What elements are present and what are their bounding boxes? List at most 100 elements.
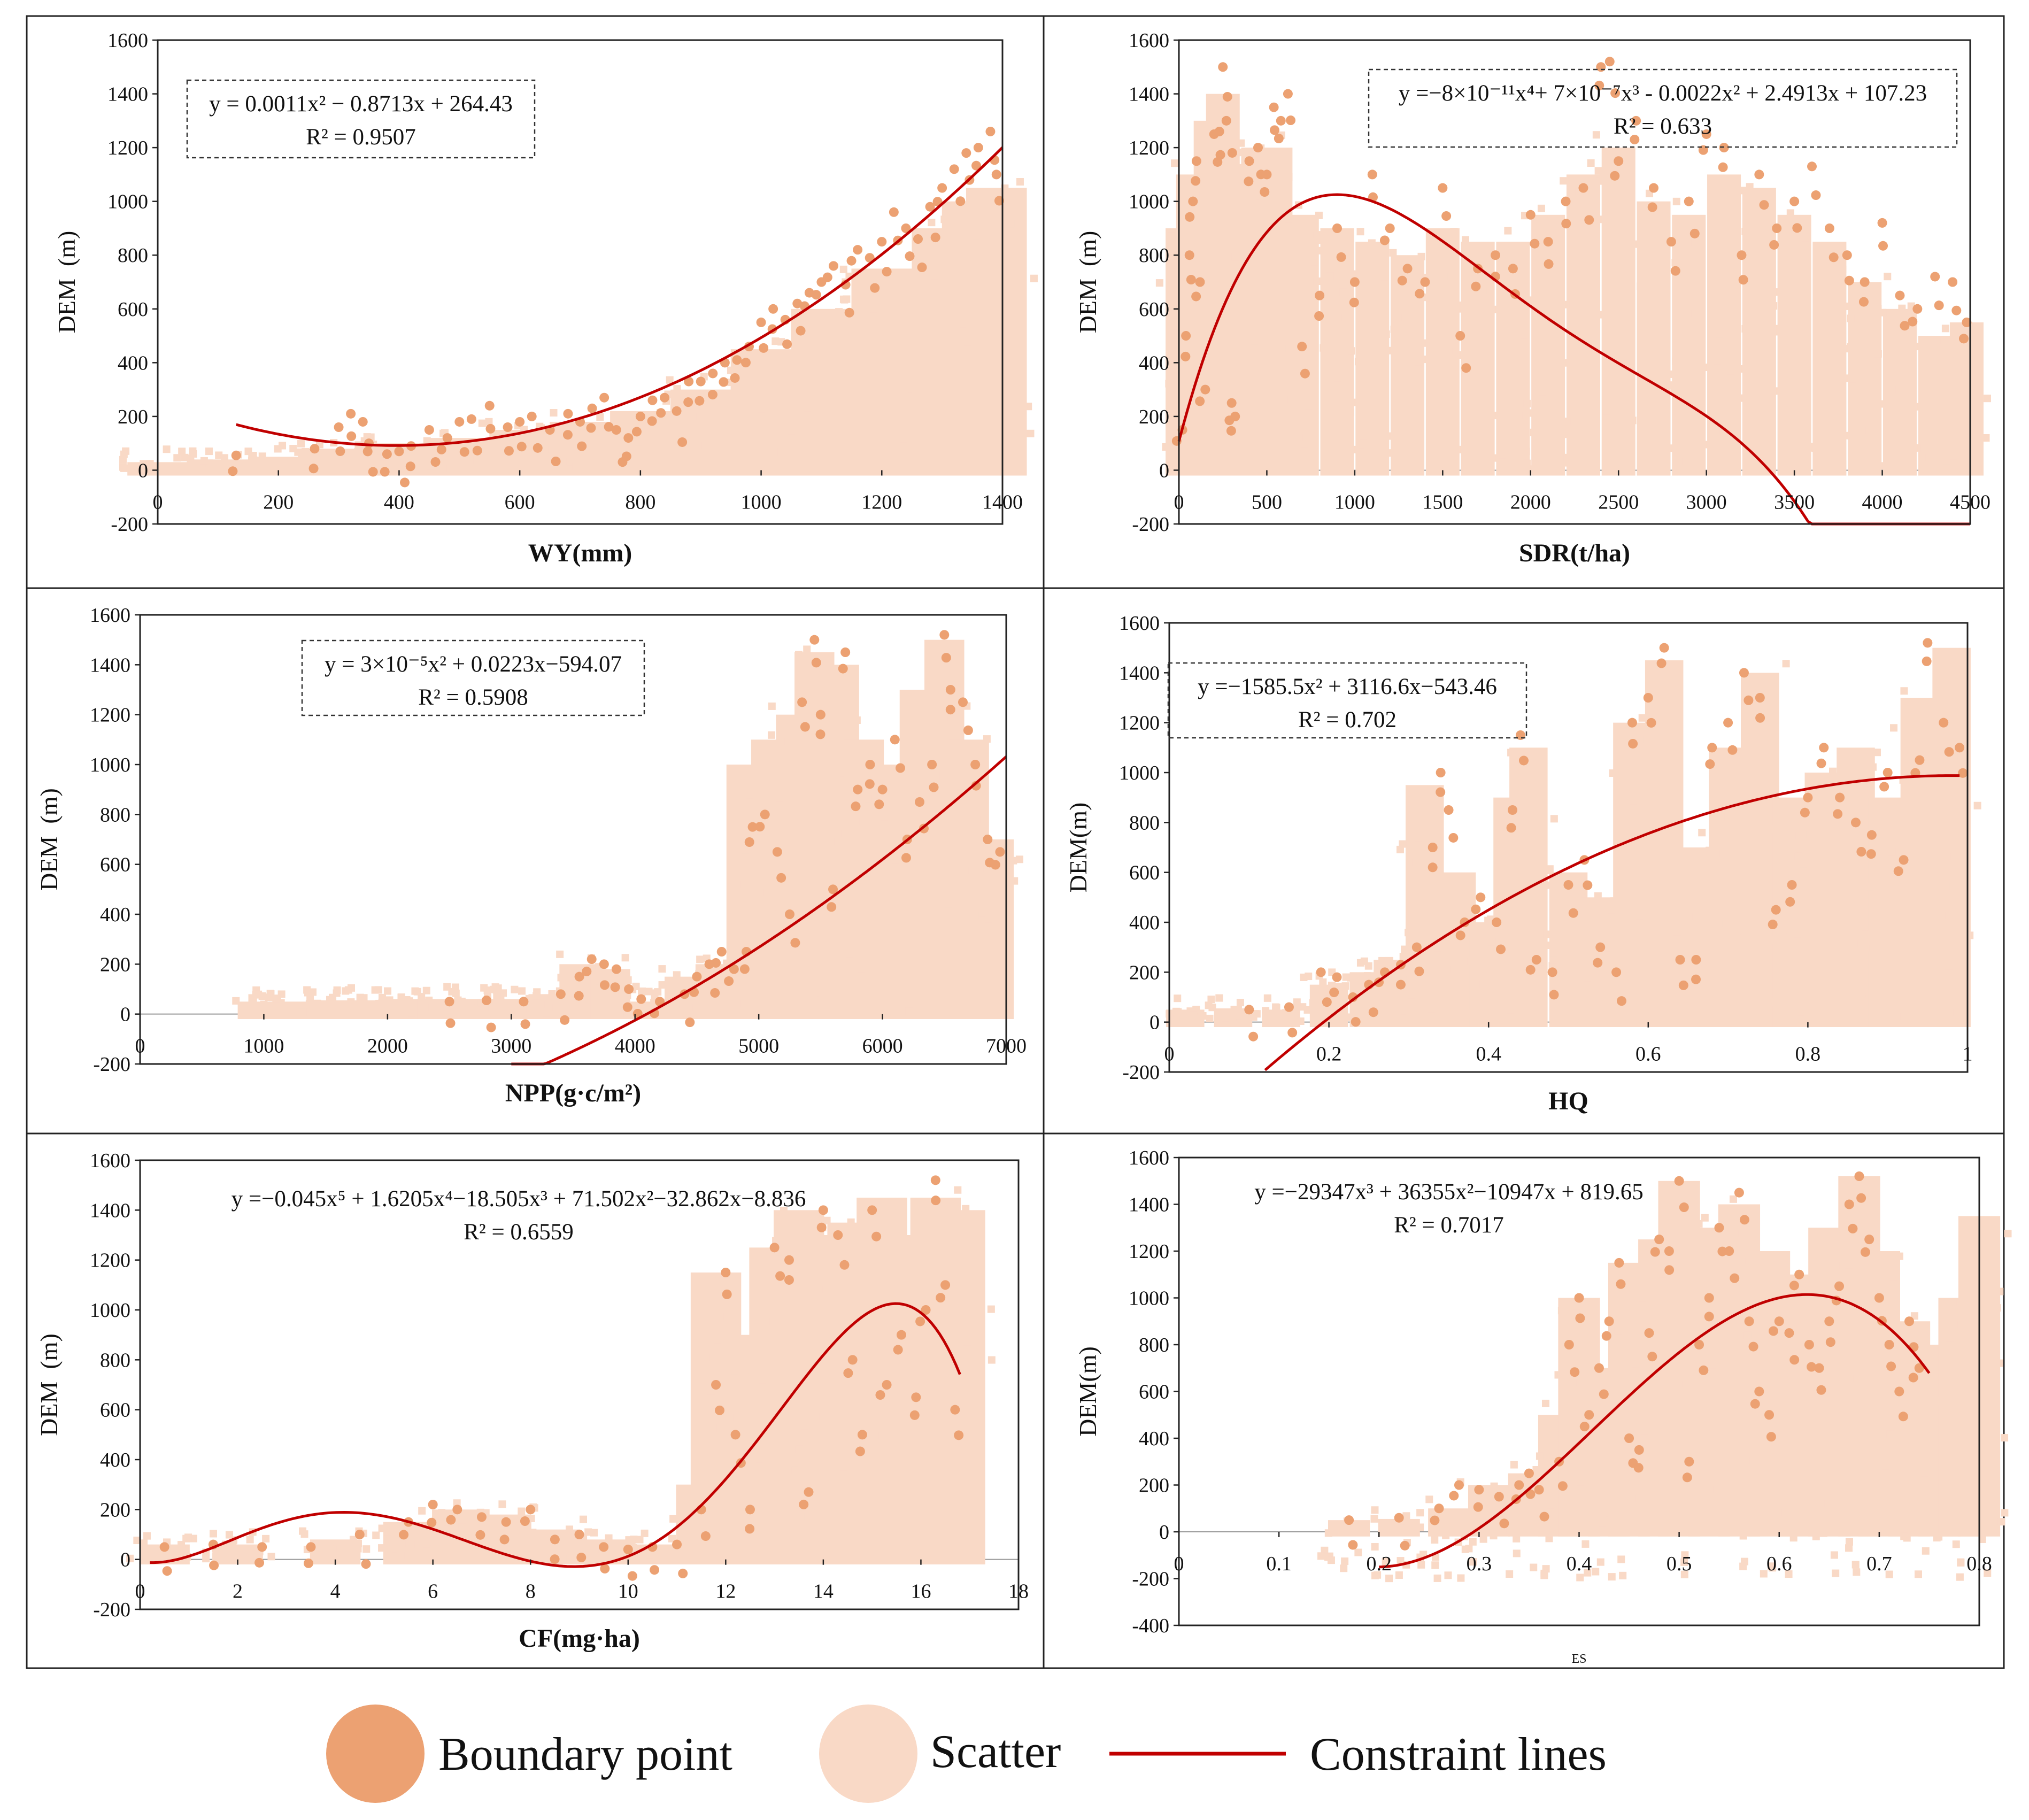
boundary-point bbox=[729, 964, 739, 974]
scatter-point bbox=[244, 448, 252, 456]
scatter-point bbox=[765, 1005, 773, 1013]
x-tick-label: 12 bbox=[715, 1580, 736, 1603]
scatter-column bbox=[1405, 785, 1444, 1027]
scatter-point bbox=[1829, 767, 1837, 775]
boundary-point bbox=[1499, 1518, 1509, 1529]
boundary-point bbox=[574, 991, 584, 1001]
boundary-point bbox=[1789, 1281, 1799, 1291]
scatter-point bbox=[1978, 1535, 1986, 1543]
boundary-point bbox=[660, 392, 669, 403]
x-tick-label: 200 bbox=[263, 491, 294, 513]
x-tick-label: 400 bbox=[384, 491, 414, 513]
boundary-point bbox=[710, 988, 720, 998]
scatter-point bbox=[1888, 385, 1896, 394]
scatter-point bbox=[272, 995, 280, 1003]
scatter-point bbox=[1671, 259, 1679, 267]
scatter-point bbox=[1845, 1544, 1853, 1552]
scatter-point bbox=[1162, 443, 1170, 451]
scatter-point bbox=[916, 773, 924, 781]
scatter-point bbox=[929, 257, 937, 265]
scatter-point bbox=[1507, 1013, 1515, 1021]
scatter-point bbox=[952, 281, 960, 289]
boundary-point bbox=[1455, 331, 1465, 341]
scatter-point bbox=[1924, 373, 1932, 381]
scatter-point bbox=[1993, 1304, 2001, 1312]
scatter-point bbox=[1603, 456, 1611, 464]
boundary-point bbox=[1181, 331, 1191, 341]
y-tick-label: 0 bbox=[1159, 1521, 1169, 1544]
boundary-point bbox=[1525, 210, 1536, 220]
boundary-point bbox=[828, 884, 838, 894]
scatter-point bbox=[1498, 458, 1506, 466]
scatter-point bbox=[1930, 392, 1938, 400]
boundary-point bbox=[857, 1430, 867, 1440]
scatter-point bbox=[846, 1422, 854, 1430]
scatter-point bbox=[543, 1009, 551, 1017]
boundary-point bbox=[1718, 162, 1728, 172]
scatter-point bbox=[801, 1429, 809, 1437]
scatter-point bbox=[930, 916, 938, 924]
scatter-point bbox=[823, 1216, 831, 1224]
scatter-point bbox=[1189, 305, 1197, 313]
boundary-point bbox=[577, 441, 587, 451]
scatter-point bbox=[845, 957, 853, 965]
boundary-point bbox=[931, 1196, 941, 1206]
scatter-point bbox=[1673, 684, 1681, 692]
scatter-point bbox=[1974, 465, 1982, 473]
boundary-point bbox=[1730, 1273, 1740, 1283]
scatter-point bbox=[354, 448, 362, 456]
scatter-point bbox=[775, 794, 783, 802]
scatter-point bbox=[1608, 913, 1616, 921]
scatter-point bbox=[1297, 1017, 1305, 1025]
scatter-point bbox=[1515, 412, 1523, 420]
scatter-point bbox=[835, 308, 843, 316]
boundary-point bbox=[1883, 768, 1893, 777]
scatter-point bbox=[1830, 1551, 1838, 1559]
scatter-point bbox=[1698, 829, 1706, 837]
scatter-point bbox=[1536, 283, 1544, 291]
scatter-point bbox=[1530, 815, 1538, 823]
scatter-point bbox=[258, 992, 266, 1000]
scatter-point bbox=[1941, 375, 1949, 383]
scatter-point bbox=[1508, 868, 1516, 876]
scatter-point bbox=[1402, 1017, 1410, 1025]
scatter-point bbox=[1320, 277, 1328, 286]
scatter-point bbox=[1749, 307, 1757, 315]
boundary-point bbox=[1286, 115, 1296, 126]
scatter-point bbox=[1321, 250, 1329, 258]
scatter-point bbox=[478, 419, 486, 427]
boundary-point bbox=[915, 1316, 925, 1327]
scatter-point bbox=[267, 1553, 275, 1561]
boundary-point bbox=[1904, 1316, 1915, 1327]
boundary-point bbox=[1260, 187, 1270, 197]
x-tick-label: 18 bbox=[1008, 1580, 1029, 1603]
boundary-point bbox=[1400, 1540, 1410, 1551]
scatter-point bbox=[1457, 1574, 1465, 1582]
boundary-point bbox=[843, 1368, 853, 1378]
boundary-point bbox=[1244, 156, 1254, 166]
scatter-point bbox=[1319, 978, 1327, 986]
boundary-point bbox=[1181, 351, 1191, 361]
legend-boundary-marker bbox=[326, 1705, 425, 1803]
boundary-point bbox=[346, 408, 356, 419]
scatter-point bbox=[372, 1531, 380, 1539]
boundary-point bbox=[1402, 264, 1413, 274]
scatter-point bbox=[708, 968, 716, 976]
scatter-point bbox=[1545, 1534, 1553, 1543]
boundary-point bbox=[1958, 768, 1968, 778]
scatter-point bbox=[788, 434, 796, 442]
boundary-point bbox=[784, 1255, 794, 1265]
scatter-point bbox=[1861, 444, 1869, 452]
scatter-point bbox=[1913, 444, 1921, 452]
boundary-point bbox=[1507, 805, 1517, 815]
scatter-point bbox=[140, 1539, 148, 1547]
boundary-point bbox=[1774, 1316, 1784, 1327]
boundary-point bbox=[711, 1380, 721, 1390]
boundary-point bbox=[394, 446, 404, 457]
boundary-point bbox=[867, 1205, 877, 1215]
scatter-point bbox=[1511, 250, 1519, 258]
scatter-point bbox=[971, 912, 979, 920]
scatter-point bbox=[698, 1340, 706, 1348]
scatter-point bbox=[1563, 453, 1571, 461]
